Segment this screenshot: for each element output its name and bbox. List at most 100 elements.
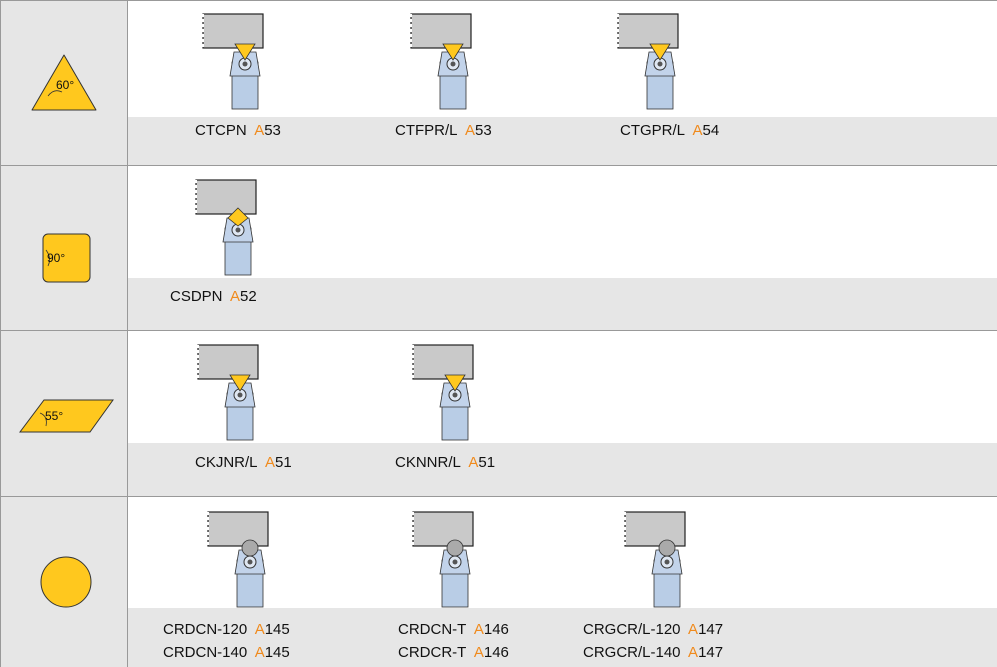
page-number: 51 bbox=[275, 454, 292, 471]
page-letter: A bbox=[254, 122, 265, 139]
clamp-screw-core bbox=[664, 559, 670, 565]
tool-illustration bbox=[202, 13, 264, 110]
clamp-screw-core bbox=[657, 61, 663, 67]
label-strip bbox=[127, 443, 997, 496]
angle-label: 55° bbox=[45, 408, 63, 425]
page-letter: A bbox=[468, 454, 479, 471]
tool-code: CRGCR/L-120 bbox=[583, 621, 681, 638]
tool-code: CRDCN-T bbox=[398, 621, 467, 638]
clamp-screw-core bbox=[237, 392, 243, 398]
page-number: 147 bbox=[698, 621, 724, 638]
tool-code: CTFPR/L bbox=[395, 122, 458, 139]
insert bbox=[444, 374, 466, 392]
label-strip bbox=[127, 278, 997, 330]
tool-code: CKJNR/L bbox=[195, 454, 258, 471]
angle: 60° bbox=[56, 78, 75, 92]
workpiece bbox=[412, 511, 474, 547]
angle: 55° bbox=[45, 409, 64, 423]
angle-label: 60° bbox=[56, 77, 74, 94]
page-number: 51 bbox=[478, 454, 496, 471]
angle: 90° bbox=[47, 251, 66, 265]
tool-code: CTCPN bbox=[195, 122, 247, 139]
page-number: 145 bbox=[264, 644, 290, 661]
insert bbox=[658, 539, 676, 557]
angle-arcs bbox=[39, 90, 63, 427]
page-number: 145 bbox=[264, 621, 290, 638]
insert bbox=[227, 207, 249, 227]
left-column bbox=[0, 0, 127, 667]
workpiece bbox=[410, 13, 472, 49]
clamp-screw-core bbox=[235, 227, 241, 233]
insert bbox=[649, 43, 671, 61]
page-letter: A bbox=[692, 122, 703, 139]
tool-code: CRDCN-140 bbox=[163, 644, 248, 661]
insert bbox=[442, 43, 464, 61]
insert bbox=[229, 374, 251, 392]
page-letter: A bbox=[473, 644, 484, 661]
tool-reference: CKNNR/L A51 bbox=[395, 454, 495, 471]
page-letter: A bbox=[254, 644, 265, 661]
tool-code: CRDCN-120 bbox=[163, 621, 248, 638]
tool-reference: CRDCN-T A146 bbox=[398, 621, 509, 638]
angle-label: 90° bbox=[47, 250, 65, 267]
page-number: 146 bbox=[483, 621, 509, 638]
insert bbox=[234, 43, 256, 61]
tool-reference: CRGCR/L-140 A147 bbox=[583, 644, 723, 661]
tool-reference: CTCPN A53 bbox=[195, 122, 281, 139]
tool-illustration bbox=[410, 13, 472, 110]
tool-code: CKNNR/L bbox=[395, 454, 461, 471]
workpiece bbox=[197, 344, 259, 380]
tool-reference: CRDCN-120 A145 bbox=[163, 621, 290, 638]
page-number: 52 bbox=[240, 288, 257, 305]
page-letter: A bbox=[254, 621, 265, 638]
page-letter: A bbox=[465, 122, 476, 139]
tool-illustration bbox=[412, 344, 474, 441]
tool-code: CRDCR-T bbox=[398, 644, 467, 661]
workpiece bbox=[207, 511, 269, 547]
tool-code: CTGPR/L bbox=[620, 122, 686, 139]
label-strip bbox=[127, 117, 997, 165]
insert bbox=[241, 539, 259, 557]
label-strip bbox=[127, 608, 997, 667]
insert bbox=[446, 539, 464, 557]
tool-reference: CRDCN-140 A145 bbox=[163, 644, 290, 661]
workpiece bbox=[624, 511, 686, 547]
clamp-screw-core bbox=[450, 61, 456, 67]
workpiece bbox=[195, 179, 257, 215]
workpiece bbox=[412, 344, 474, 380]
page-number: 147 bbox=[698, 644, 724, 661]
tool-illustration bbox=[207, 511, 269, 608]
tool-illustration bbox=[195, 179, 257, 276]
clamp-screw-core bbox=[452, 559, 458, 565]
clamp-screw-core bbox=[242, 61, 248, 67]
page-number: 146 bbox=[483, 644, 509, 661]
insert-icons bbox=[19, 54, 114, 608]
page-letter: A bbox=[688, 621, 699, 638]
tool-illustration bbox=[412, 511, 474, 608]
page-letter: A bbox=[265, 454, 276, 471]
page-number: 53 bbox=[264, 122, 281, 139]
page-letter: A bbox=[688, 644, 699, 661]
tool-illustration bbox=[624, 511, 686, 608]
clamp-screw-core bbox=[247, 559, 253, 565]
page-number: 54 bbox=[702, 122, 720, 139]
workpiece bbox=[202, 13, 264, 49]
tool-reference: CTFPR/L A53 bbox=[395, 122, 492, 139]
tool-reference: CTGPR/L A54 bbox=[620, 122, 719, 139]
tool-code: CRGCR/L-140 bbox=[583, 644, 681, 661]
clamp-screw-core bbox=[452, 392, 458, 398]
workpiece bbox=[617, 13, 679, 49]
tool-reference: CSDPN A52 bbox=[170, 288, 257, 305]
tool-illustration bbox=[197, 344, 259, 441]
page-letter: A bbox=[230, 288, 241, 305]
tool-illustration bbox=[617, 13, 679, 110]
tool-reference: CRDCR-T A146 bbox=[398, 644, 509, 661]
page-letter: A bbox=[473, 621, 484, 638]
tool-reference: CKJNR/L A51 bbox=[195, 454, 292, 471]
tool-reference: CRGCR/L-120 A147 bbox=[583, 621, 723, 638]
tool-code: CSDPN bbox=[170, 288, 223, 305]
page-number: 53 bbox=[475, 122, 492, 139]
